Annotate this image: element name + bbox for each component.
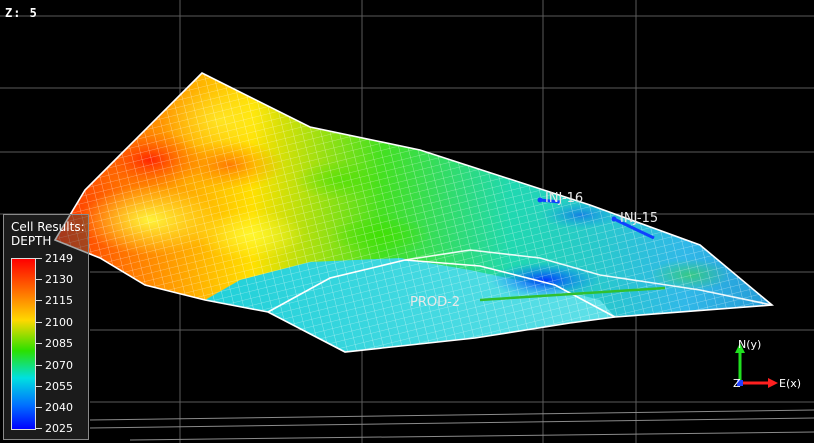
legend-value: 2085: [45, 337, 73, 350]
north-axis-label: N(y): [738, 338, 762, 351]
legend-tick: [36, 300, 42, 301]
legend-tick: [36, 322, 42, 323]
legend-value: 2149: [45, 252, 73, 265]
well-label-inj-16[interactable]: INJ-16: [545, 191, 584, 206]
legend-value: 2070: [45, 359, 73, 372]
legend-title-line1: Cell Results:: [11, 220, 85, 234]
color-legend[interactable]: Cell Results: DEPTH 2149 2130 2115 2100 …: [3, 214, 89, 440]
legend-tick: [36, 386, 42, 387]
legend-value: 2055: [45, 380, 73, 393]
z-axis-label: Z: [733, 377, 741, 390]
legend-value: 2025: [45, 422, 73, 435]
legend-title-line2: DEPTH: [11, 234, 52, 248]
legend-tick: [36, 258, 42, 259]
east-axis-label: E(x): [779, 377, 802, 390]
well-trajectories: [479, 197, 666, 302]
legend-tick: [36, 407, 42, 408]
well-head-inj-15: [611, 216, 617, 222]
legend-tick: [36, 343, 42, 344]
well-path-inj-15: [613, 217, 655, 240]
legend-title: Cell Results: DEPTH: [11, 220, 85, 248]
legend-value: 2100: [45, 316, 73, 329]
legend-value: 2115: [45, 294, 73, 307]
surface-outline: [53, 72, 775, 353]
reservoir-surface: [55, 73, 772, 352]
well-head-inj-16: [537, 197, 543, 203]
legend-color-bar: [11, 258, 36, 430]
legend-tick: [36, 428, 42, 429]
well-path-prod-2: [479, 286, 666, 302]
well-path-inj-16: [539, 198, 561, 204]
well-label-prod-2[interactable]: PROD-2: [410, 295, 461, 310]
z-scale-label: Z: 5: [5, 6, 38, 20]
legend-tick: [36, 365, 42, 366]
legend-value: 2130: [45, 273, 73, 286]
legend-value: 2040: [45, 401, 73, 414]
orientation-axes: [735, 343, 778, 388]
well-label-inj-15[interactable]: INJ-15: [620, 211, 659, 226]
legend-tick: [36, 279, 42, 280]
